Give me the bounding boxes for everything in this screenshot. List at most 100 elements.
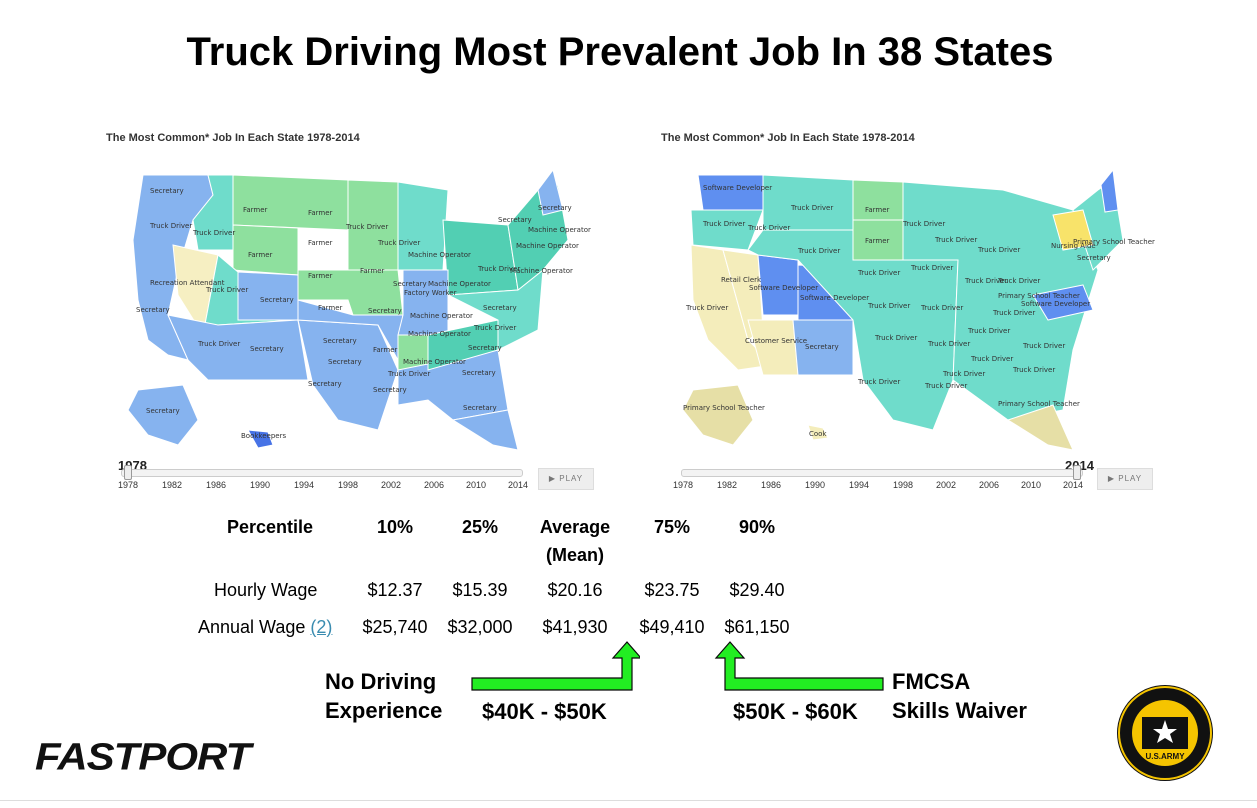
label-truck-driver-id: Truck Driver [192, 229, 235, 237]
play-button[interactable]: ▶ PLAY [1097, 468, 1153, 490]
label-recreation: Recreation Attendant [150, 279, 225, 287]
timeline-track[interactable] [121, 469, 523, 477]
region-mo-south [397, 269, 449, 336]
tick-label: 1990 [249, 480, 271, 490]
label-truck-driver-ia: Truck Driver [910, 264, 953, 272]
callout-no-experience: No Driving Experience [325, 667, 442, 725]
label-truck-driver-or: Truck Driver [149, 222, 192, 230]
play-button[interactable]: ▶ PLAY [538, 468, 594, 490]
army-logo-text: U.S.ARMY [1145, 752, 1185, 761]
label-truck-driver-wy: Truck Driver [797, 247, 840, 255]
region-montana [232, 174, 349, 231]
tick-label: 2006 [423, 480, 445, 490]
label-truck-driver-wi: Truck Driver [377, 239, 420, 247]
label-truck-driver-tn: Truck Driver [967, 327, 1010, 335]
callout-range-right: $50K - $60K [733, 699, 858, 724]
region-nd-farmer [852, 179, 904, 221]
label-retail-clerk: Retail Clerk [721, 276, 762, 284]
timeline-handle[interactable] [1073, 465, 1081, 480]
label-machine-operator-nj: Machine Operator [510, 267, 573, 275]
label-farmer-nd: Farmer [308, 209, 333, 217]
label-truck-driver-ut: Truck Driver [205, 286, 248, 294]
label-farmer-ar: Farmer [373, 346, 398, 354]
label-secretary-ne: Secretary [1077, 254, 1111, 262]
label-farmer-ia: Farmer [360, 267, 385, 275]
annual-label-text: Annual Wage [198, 617, 306, 637]
region-hawaii [807, 424, 829, 441]
label-secretary-me: Secretary [538, 204, 572, 212]
tick-label: 1998 [337, 480, 359, 490]
tick-label: 2006 [978, 480, 1000, 490]
label-truck-driver-pa: Truck Driver [477, 265, 520, 273]
annual-25: $32,000 [447, 617, 513, 637]
label-truck-driver-la: Truck Driver [924, 382, 967, 390]
label-software-dev-wa: Software Developer [703, 184, 772, 192]
label-secretary-ms: Secretary [373, 386, 407, 394]
callout-line: Experience [325, 698, 443, 723]
label-truck-driver-ca: Truck Driver [685, 304, 728, 312]
green-arrow-left-icon [471, 641, 640, 691]
region-florida [1006, 404, 1074, 451]
label-truck-driver-mo: Truck Driver [920, 304, 963, 312]
label-customer-service: Customer Service [745, 337, 807, 345]
region-maine [537, 168, 564, 216]
label-farmer-mt: Farmer [243, 206, 268, 214]
callout-range-left: $40K - $50K [482, 699, 607, 724]
hourly-10: $12.37 [367, 580, 423, 600]
label-truck-driver-nc: Truck Driver [473, 324, 516, 332]
fastport-logo: FASTPORT [35, 735, 251, 778]
label-teacher-ak: Primary School Teacher [683, 404, 765, 412]
label-truck-driver-al: Truck Driver [387, 370, 430, 378]
label-secretary-sc: Secretary [468, 344, 502, 352]
label-truck-driver-il: Truck Driver [964, 277, 1007, 285]
tick-label: 2014 [1062, 480, 1084, 490]
tick-label: 1982 [161, 480, 183, 490]
annual-source-link[interactable]: (2) [310, 617, 333, 637]
region-new-york [1052, 209, 1094, 251]
label-truck-driver-ky: Truck Driver [992, 309, 1035, 317]
label-secretary-co: Secretary [260, 296, 294, 304]
header-mean: (Mean) [546, 545, 604, 565]
label-truck-driver-az: Truck Driver [197, 340, 240, 348]
callout-line: FMCSA [892, 669, 971, 694]
region-alaska [682, 384, 754, 446]
label-secretary-il: Secretary [393, 280, 427, 288]
label-machine-operator-ms: Machine Operator [403, 358, 466, 366]
region-hawaii [247, 429, 274, 449]
annual-avg: $41,930 [542, 617, 608, 637]
label-truck-driver-ar: Truck Driver [927, 340, 970, 348]
label-machine-operator-mi: Machine Operator [408, 251, 471, 259]
label-truck-driver-ne: Truck Driver [857, 269, 900, 277]
hourly-avg: $20.16 [547, 580, 603, 600]
label-machine-operator-ma: Machine Operator [516, 242, 579, 250]
header-percentile: Percentile [226, 517, 314, 537]
region-wyoming [232, 224, 299, 276]
header-25: 25% [461, 517, 499, 537]
label-truck-driver-mn: Truck Driver [345, 223, 388, 231]
label-secretary-mo: Secretary [368, 307, 402, 315]
header-average: Average [539, 517, 611, 537]
label-factory-worker: Factory Worker [404, 289, 457, 297]
label-truck-driver-oh: Truck Driver [997, 277, 1040, 285]
label-secretary-ny: Secretary [498, 216, 532, 224]
timeline-handle[interactable] [124, 465, 132, 480]
label-farmer-sd: Farmer [865, 237, 890, 245]
label-bookkeepers: Bookkeepers [241, 432, 286, 440]
timeline-track[interactable] [681, 469, 1083, 477]
callout-line: No Driving [325, 669, 437, 694]
region-florida [451, 409, 519, 451]
us-map-1978: Secretary Truck Driver Truck Driver Farm… [127, 168, 591, 451]
tick-label: 2002 [380, 480, 402, 490]
label-farmer-ks: Farmer [318, 304, 343, 312]
label-truck-driver-mn: Truck Driver [902, 220, 945, 228]
region-alaska [127, 384, 199, 446]
label-truck-driver-ms: Truck Driver [970, 355, 1013, 363]
tick-label: 1978 [117, 480, 139, 490]
tick-label: 1994 [293, 480, 315, 490]
tick-label: 2014 [507, 480, 529, 490]
map-title: The Most Common* Job In Each State 1978-… [661, 132, 915, 144]
hourly-25: $15.39 [452, 580, 508, 600]
label-farmer-wy: Farmer [248, 251, 273, 259]
label-truck-driver-ga: Truck Driver [1012, 366, 1055, 374]
tick-label: 1978 [672, 480, 694, 490]
